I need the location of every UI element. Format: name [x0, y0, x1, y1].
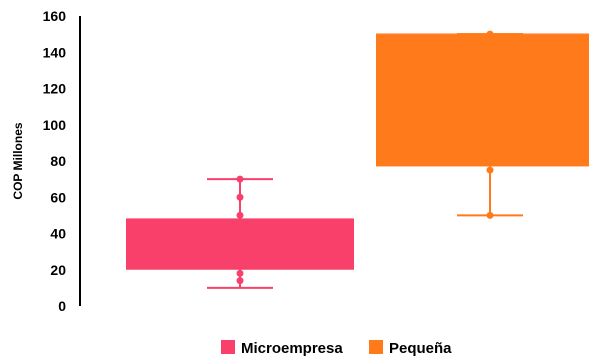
- y-tick-label: 60: [50, 189, 66, 205]
- y-tick-label: 80: [50, 153, 66, 169]
- data-point: [486, 30, 494, 38]
- data-point: [236, 277, 244, 285]
- y-tick-label: 100: [43, 117, 67, 133]
- box-body: [376, 34, 589, 167]
- y-tick-label: 140: [43, 44, 67, 60]
- y-axis-ticks: 0 20 40 60 80 100 120 140 160: [43, 8, 67, 314]
- legend-label: Pequeña: [389, 340, 452, 357]
- y-tick-label: 120: [43, 81, 67, 97]
- data-point: [486, 211, 494, 219]
- legend-label: Microempresa: [241, 340, 343, 357]
- data-point: [236, 269, 244, 277]
- y-tick-label: 20: [50, 262, 66, 278]
- y-tick-label: 40: [50, 226, 66, 242]
- data-point: [236, 175, 244, 183]
- box-series-group: [126, 30, 589, 289]
- y-tick-label: 160: [43, 8, 67, 24]
- box-pequeña: [376, 30, 589, 219]
- legend: Microempresa Pequeña: [221, 340, 452, 357]
- data-point: [486, 166, 494, 174]
- y-tick-label: 0: [58, 298, 66, 314]
- legend-swatch: [369, 340, 383, 354]
- data-point: [236, 211, 244, 219]
- data-point: [236, 193, 244, 201]
- y-axis-title: COP Millones: [11, 122, 25, 199]
- box-body: [126, 219, 354, 270]
- box-microempresa: [126, 175, 354, 289]
- legend-swatch: [221, 340, 235, 354]
